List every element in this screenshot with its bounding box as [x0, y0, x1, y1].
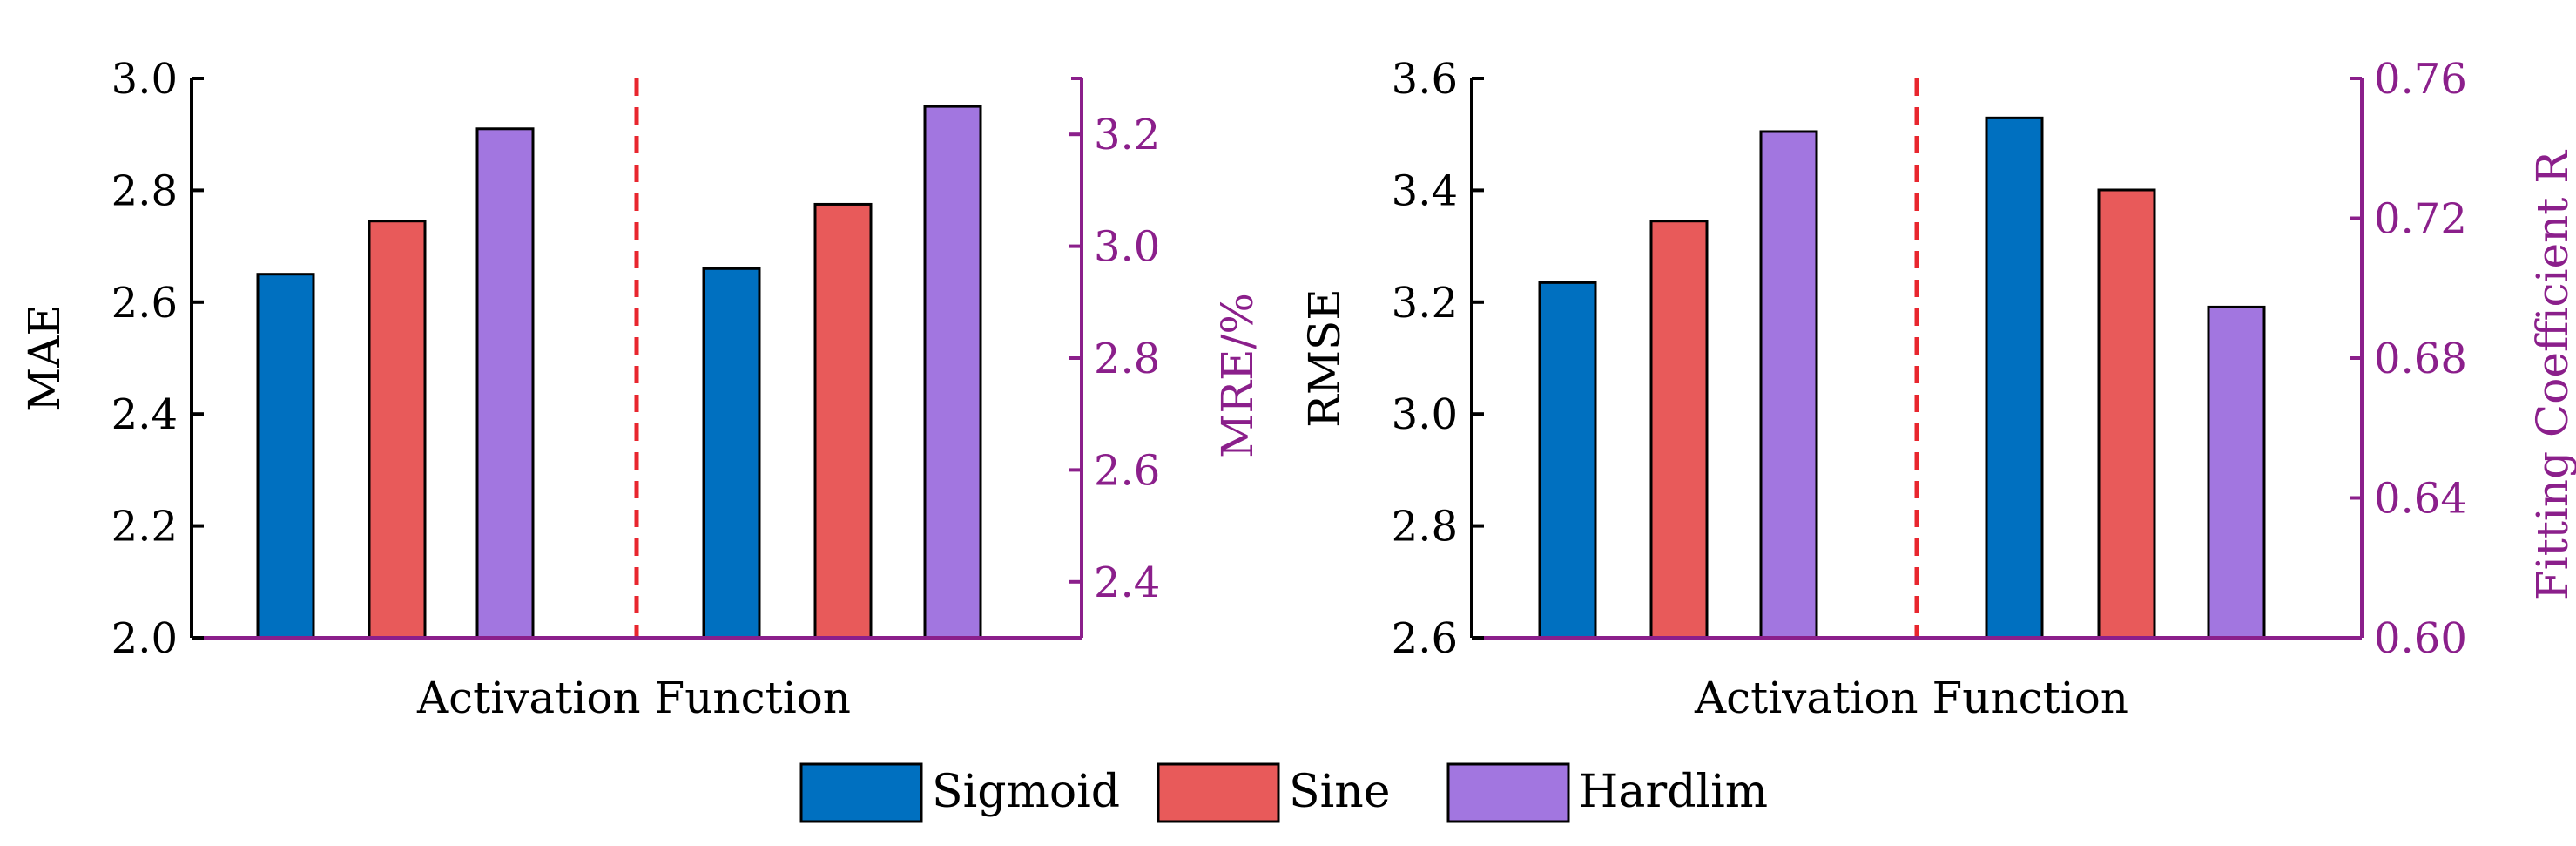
left-tick-label: 2.6 — [1392, 614, 1458, 663]
legend-label-sigmoid: Sigmoid — [932, 766, 1120, 818]
left-tick-label: 2.4 — [111, 390, 178, 439]
left-tick-label: 2.0 — [111, 614, 178, 663]
left-axis-title: RMSE — [1299, 288, 1350, 428]
bar-rmse-sigmoid — [1538, 281, 1597, 640]
right-tick-label: 2.4 — [1094, 558, 1160, 607]
left-tick-label: 2.8 — [1392, 503, 1458, 552]
right-tick-label: 3.0 — [1094, 223, 1160, 272]
right-tick-label: 3.2 — [1094, 111, 1160, 159]
left-tick-label: 2.6 — [111, 279, 178, 328]
panel-left: 2.0 2.2 2.4 2.6 2.8 3.0 MAE 2.4 2.6 2.8 3.0 3.2 MRE/… — [19, 55, 1263, 723]
left-tick-label: 3.0 — [111, 55, 178, 104]
bar-rmse-sine — [1649, 220, 1709, 640]
bar-mre-sine — [813, 202, 873, 640]
right-tick-label: 2.6 — [1094, 446, 1160, 495]
left-tick-label: 3.4 — [1392, 166, 1458, 215]
left-tick-label: 3.0 — [1392, 390, 1458, 439]
left-tick-label: 3.6 — [1392, 55, 1458, 104]
bar-fitting-coefficient-r-sine — [2097, 188, 2156, 640]
legend-swatch-hardlim — [1446, 762, 1570, 823]
right-tick-label: 0.68 — [2374, 335, 2467, 383]
right-tick-label: 0.60 — [2374, 614, 2467, 663]
bar-fitting-coefficient-r-hardlim — [2207, 305, 2266, 640]
panel-right: 2.6 2.8 3.0 3.2 3.4 3.6 RMSE 0.60 0.64 0.68 0.72 0.… — [1299, 55, 2576, 723]
left-tick-label: 2.2 — [111, 503, 178, 552]
left-axis-title: MAE — [19, 304, 70, 412]
right-axis-title: MRE/% — [1212, 293, 1263, 458]
legend-label-hardlim: Hardlim — [1579, 766, 1768, 818]
right-tick-label: 0.64 — [2374, 475, 2467, 524]
right-axis-title: Fitting Coefficient R — [2527, 150, 2576, 600]
bar-mae-sigmoid — [256, 273, 315, 640]
bar-fitting-coefficient-r-sigmoid — [1985, 116, 2044, 640]
bar-mre-sigmoid — [702, 267, 761, 640]
legend-item-sine: Sine — [1157, 762, 1391, 823]
left-tick-label: 2.8 — [111, 166, 178, 215]
legend-swatch-sine — [1157, 762, 1280, 823]
bar-rmse-hardlim — [1759, 130, 1818, 640]
right-tick-label: 2.8 — [1094, 335, 1160, 383]
x-axis-title: Activation Function — [416, 673, 851, 723]
right-tick-label: 0.76 — [2374, 55, 2467, 104]
legend-label-sine: Sine — [1289, 766, 1391, 818]
right-tick-label: 0.72 — [2374, 195, 2467, 244]
bar-mae-sine — [368, 220, 427, 640]
x-axis-title: Activation Function — [1694, 673, 2128, 723]
bar-mre-hardlim — [923, 105, 982, 640]
legend-item-hardlim: Hardlim — [1446, 762, 1768, 823]
left-tick-label: 3.2 — [1392, 279, 1458, 328]
legend: Sigmoid Sine Hardlim — [799, 762, 1768, 823]
legend-swatch-sigmoid — [799, 762, 923, 823]
legend-item-sigmoid: Sigmoid — [799, 762, 1120, 823]
bar-mae-hardlim — [475, 127, 535, 640]
